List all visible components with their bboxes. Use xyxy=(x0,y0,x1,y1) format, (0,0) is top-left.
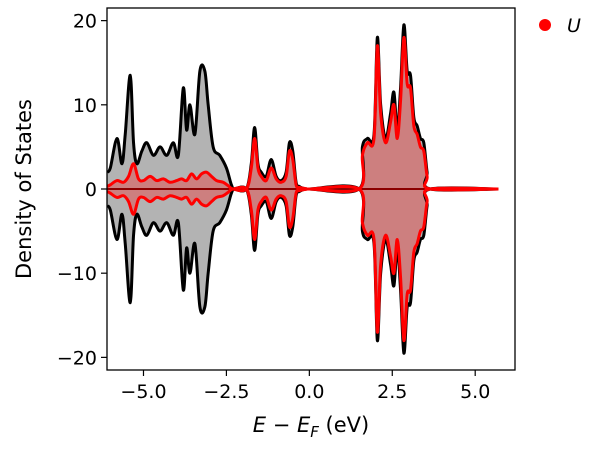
x-axis-label: E − EF (eV) xyxy=(253,413,369,441)
x-tick-label: −5.0 xyxy=(120,381,166,403)
plot-area xyxy=(107,23,499,355)
legend-marker-u xyxy=(539,19,551,31)
u-dos-down-line xyxy=(107,185,499,343)
y-tick-label: 20 xyxy=(73,11,97,33)
x-tick-label: 2.5 xyxy=(377,381,407,403)
legend: U xyxy=(539,15,581,37)
x-axis-label-unit: (eV) xyxy=(319,413,369,437)
u-dos-up-line xyxy=(107,35,499,193)
legend-label-u: U xyxy=(567,15,581,37)
x-axis-label-subscript: F xyxy=(310,423,319,441)
y-axis-label: Density of States xyxy=(12,99,36,279)
y-tick-label: −10 xyxy=(57,263,97,285)
y-tick-label: 0 xyxy=(85,179,97,201)
x-axis-label-main: E − E xyxy=(253,413,311,437)
x-tick-label: −2.5 xyxy=(203,381,249,403)
y-tick-label: 10 xyxy=(73,95,97,117)
x-axis: −5.0 −2.5 0.0 2.5 5.0 xyxy=(120,370,490,403)
x-tick-label: 5.0 xyxy=(460,381,490,403)
y-axis: −20 −10 0 10 20 xyxy=(57,11,107,369)
y-tick-label: −20 xyxy=(57,347,97,369)
x-tick-label: 0.0 xyxy=(294,381,324,403)
